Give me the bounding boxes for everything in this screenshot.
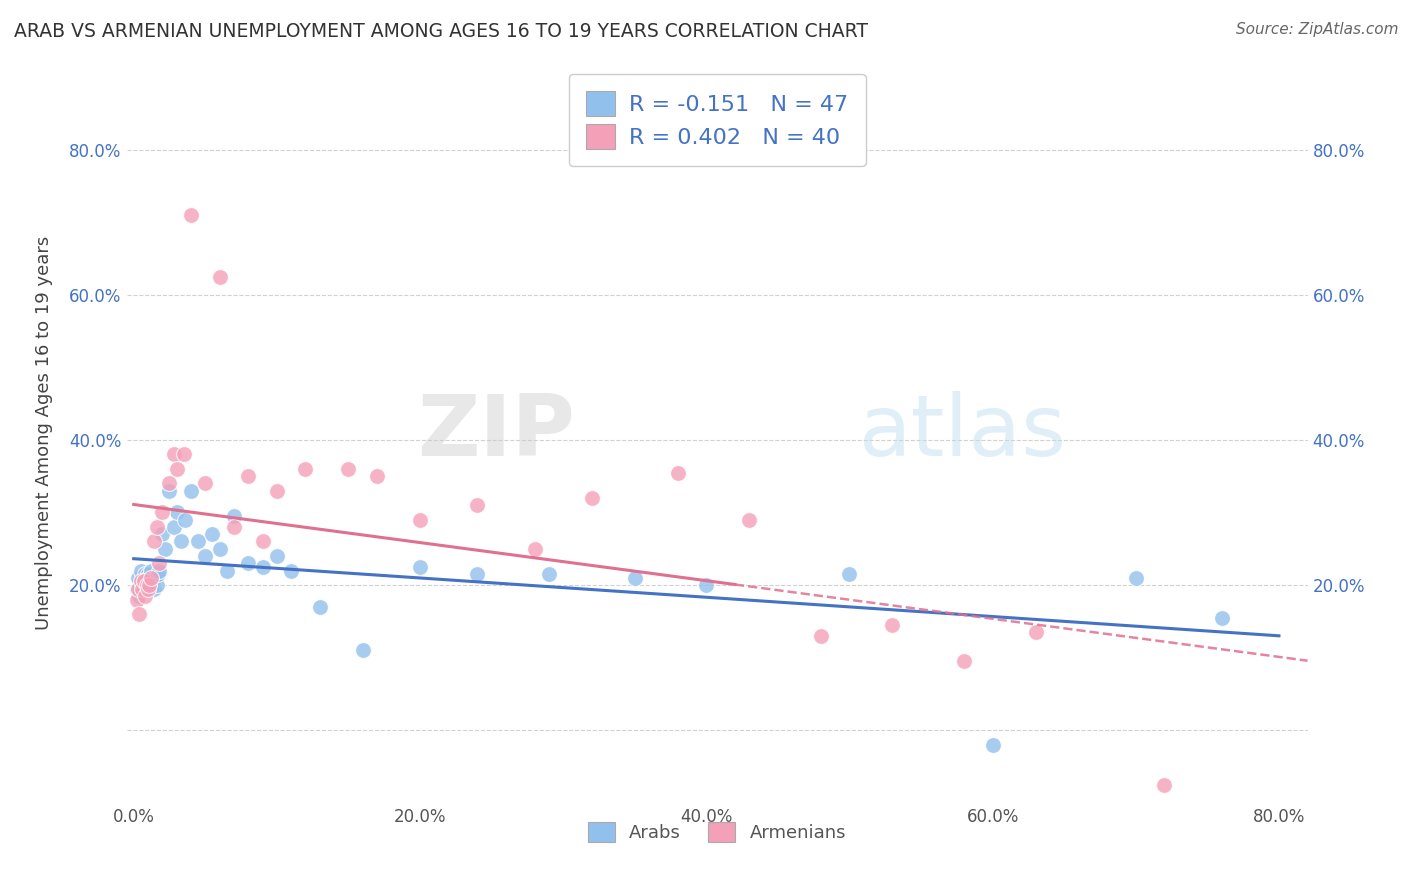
Point bbox=[953, 654, 976, 668]
Point bbox=[266, 483, 288, 498]
Point bbox=[142, 582, 165, 596]
Point bbox=[409, 560, 432, 574]
Point bbox=[623, 571, 645, 585]
Point bbox=[145, 578, 167, 592]
Point bbox=[138, 578, 160, 592]
Point bbox=[148, 556, 170, 570]
Point bbox=[1153, 778, 1175, 792]
Point bbox=[139, 571, 162, 585]
Point bbox=[142, 534, 165, 549]
Point bbox=[131, 578, 153, 592]
Point bbox=[222, 520, 245, 534]
Point bbox=[159, 483, 181, 498]
Point bbox=[159, 476, 181, 491]
Text: atlas: atlas bbox=[859, 391, 1067, 475]
Text: Source: ZipAtlas.com: Source: ZipAtlas.com bbox=[1236, 22, 1399, 37]
Point bbox=[280, 564, 302, 578]
Point bbox=[129, 564, 152, 578]
Point bbox=[166, 506, 188, 520]
Point bbox=[337, 462, 360, 476]
Point bbox=[135, 578, 157, 592]
Y-axis label: Unemployment Among Ages 16 to 19 years: Unemployment Among Ages 16 to 19 years bbox=[35, 235, 52, 630]
Point bbox=[1211, 611, 1233, 625]
Point bbox=[135, 574, 157, 589]
Point bbox=[173, 447, 195, 461]
Point bbox=[308, 599, 330, 614]
Point bbox=[174, 513, 197, 527]
Point bbox=[201, 527, 224, 541]
Point bbox=[352, 643, 374, 657]
Point bbox=[838, 567, 860, 582]
Point bbox=[194, 476, 217, 491]
Point bbox=[187, 534, 209, 549]
Point bbox=[266, 549, 288, 563]
Point bbox=[465, 498, 488, 512]
Point bbox=[208, 541, 231, 556]
Point bbox=[465, 567, 488, 582]
Point bbox=[132, 582, 155, 596]
Point bbox=[139, 564, 162, 578]
Point bbox=[136, 582, 159, 596]
Point bbox=[136, 567, 159, 582]
Point bbox=[882, 618, 904, 632]
Point bbox=[695, 578, 717, 592]
Point bbox=[252, 560, 274, 574]
Point bbox=[222, 509, 245, 524]
Point bbox=[1125, 571, 1147, 585]
Point bbox=[252, 534, 274, 549]
Text: ARAB VS ARMENIAN UNEMPLOYMENT AMONG AGES 16 TO 19 YEARS CORRELATION CHART: ARAB VS ARMENIAN UNEMPLOYMENT AMONG AGES… bbox=[14, 22, 868, 41]
Point bbox=[215, 564, 238, 578]
Point bbox=[238, 556, 260, 570]
Point bbox=[981, 738, 1004, 752]
Point bbox=[409, 513, 432, 527]
Legend: Arabs, Armenians: Arabs, Armenians bbox=[581, 815, 853, 849]
Point bbox=[129, 574, 152, 589]
Point bbox=[127, 571, 149, 585]
Point bbox=[138, 578, 160, 592]
Point bbox=[537, 567, 560, 582]
Point bbox=[125, 592, 148, 607]
Point bbox=[134, 589, 156, 603]
Point bbox=[150, 506, 173, 520]
Point bbox=[163, 520, 186, 534]
Point bbox=[146, 567, 169, 582]
Point bbox=[1025, 625, 1047, 640]
Point bbox=[132, 574, 155, 589]
Point bbox=[143, 571, 166, 585]
Point bbox=[523, 541, 546, 556]
Point bbox=[136, 571, 159, 585]
Point bbox=[150, 527, 173, 541]
Point bbox=[238, 469, 260, 483]
Point bbox=[738, 513, 761, 527]
Point bbox=[366, 469, 388, 483]
Point bbox=[128, 607, 150, 621]
Point bbox=[125, 582, 148, 596]
Point bbox=[127, 582, 149, 596]
Point bbox=[581, 491, 603, 505]
Point bbox=[170, 534, 193, 549]
Point bbox=[131, 582, 153, 596]
Point bbox=[148, 564, 170, 578]
Point bbox=[134, 567, 156, 582]
Point bbox=[141, 574, 163, 589]
Point bbox=[294, 462, 316, 476]
Point bbox=[180, 483, 202, 498]
Point bbox=[163, 447, 186, 461]
Point bbox=[128, 589, 150, 603]
Point bbox=[194, 549, 217, 563]
Point bbox=[145, 520, 167, 534]
Point bbox=[208, 269, 231, 284]
Point bbox=[666, 466, 689, 480]
Point bbox=[180, 208, 202, 222]
Point bbox=[153, 541, 176, 556]
Point bbox=[166, 462, 188, 476]
Text: ZIP: ZIP bbox=[418, 391, 575, 475]
Point bbox=[810, 629, 832, 643]
